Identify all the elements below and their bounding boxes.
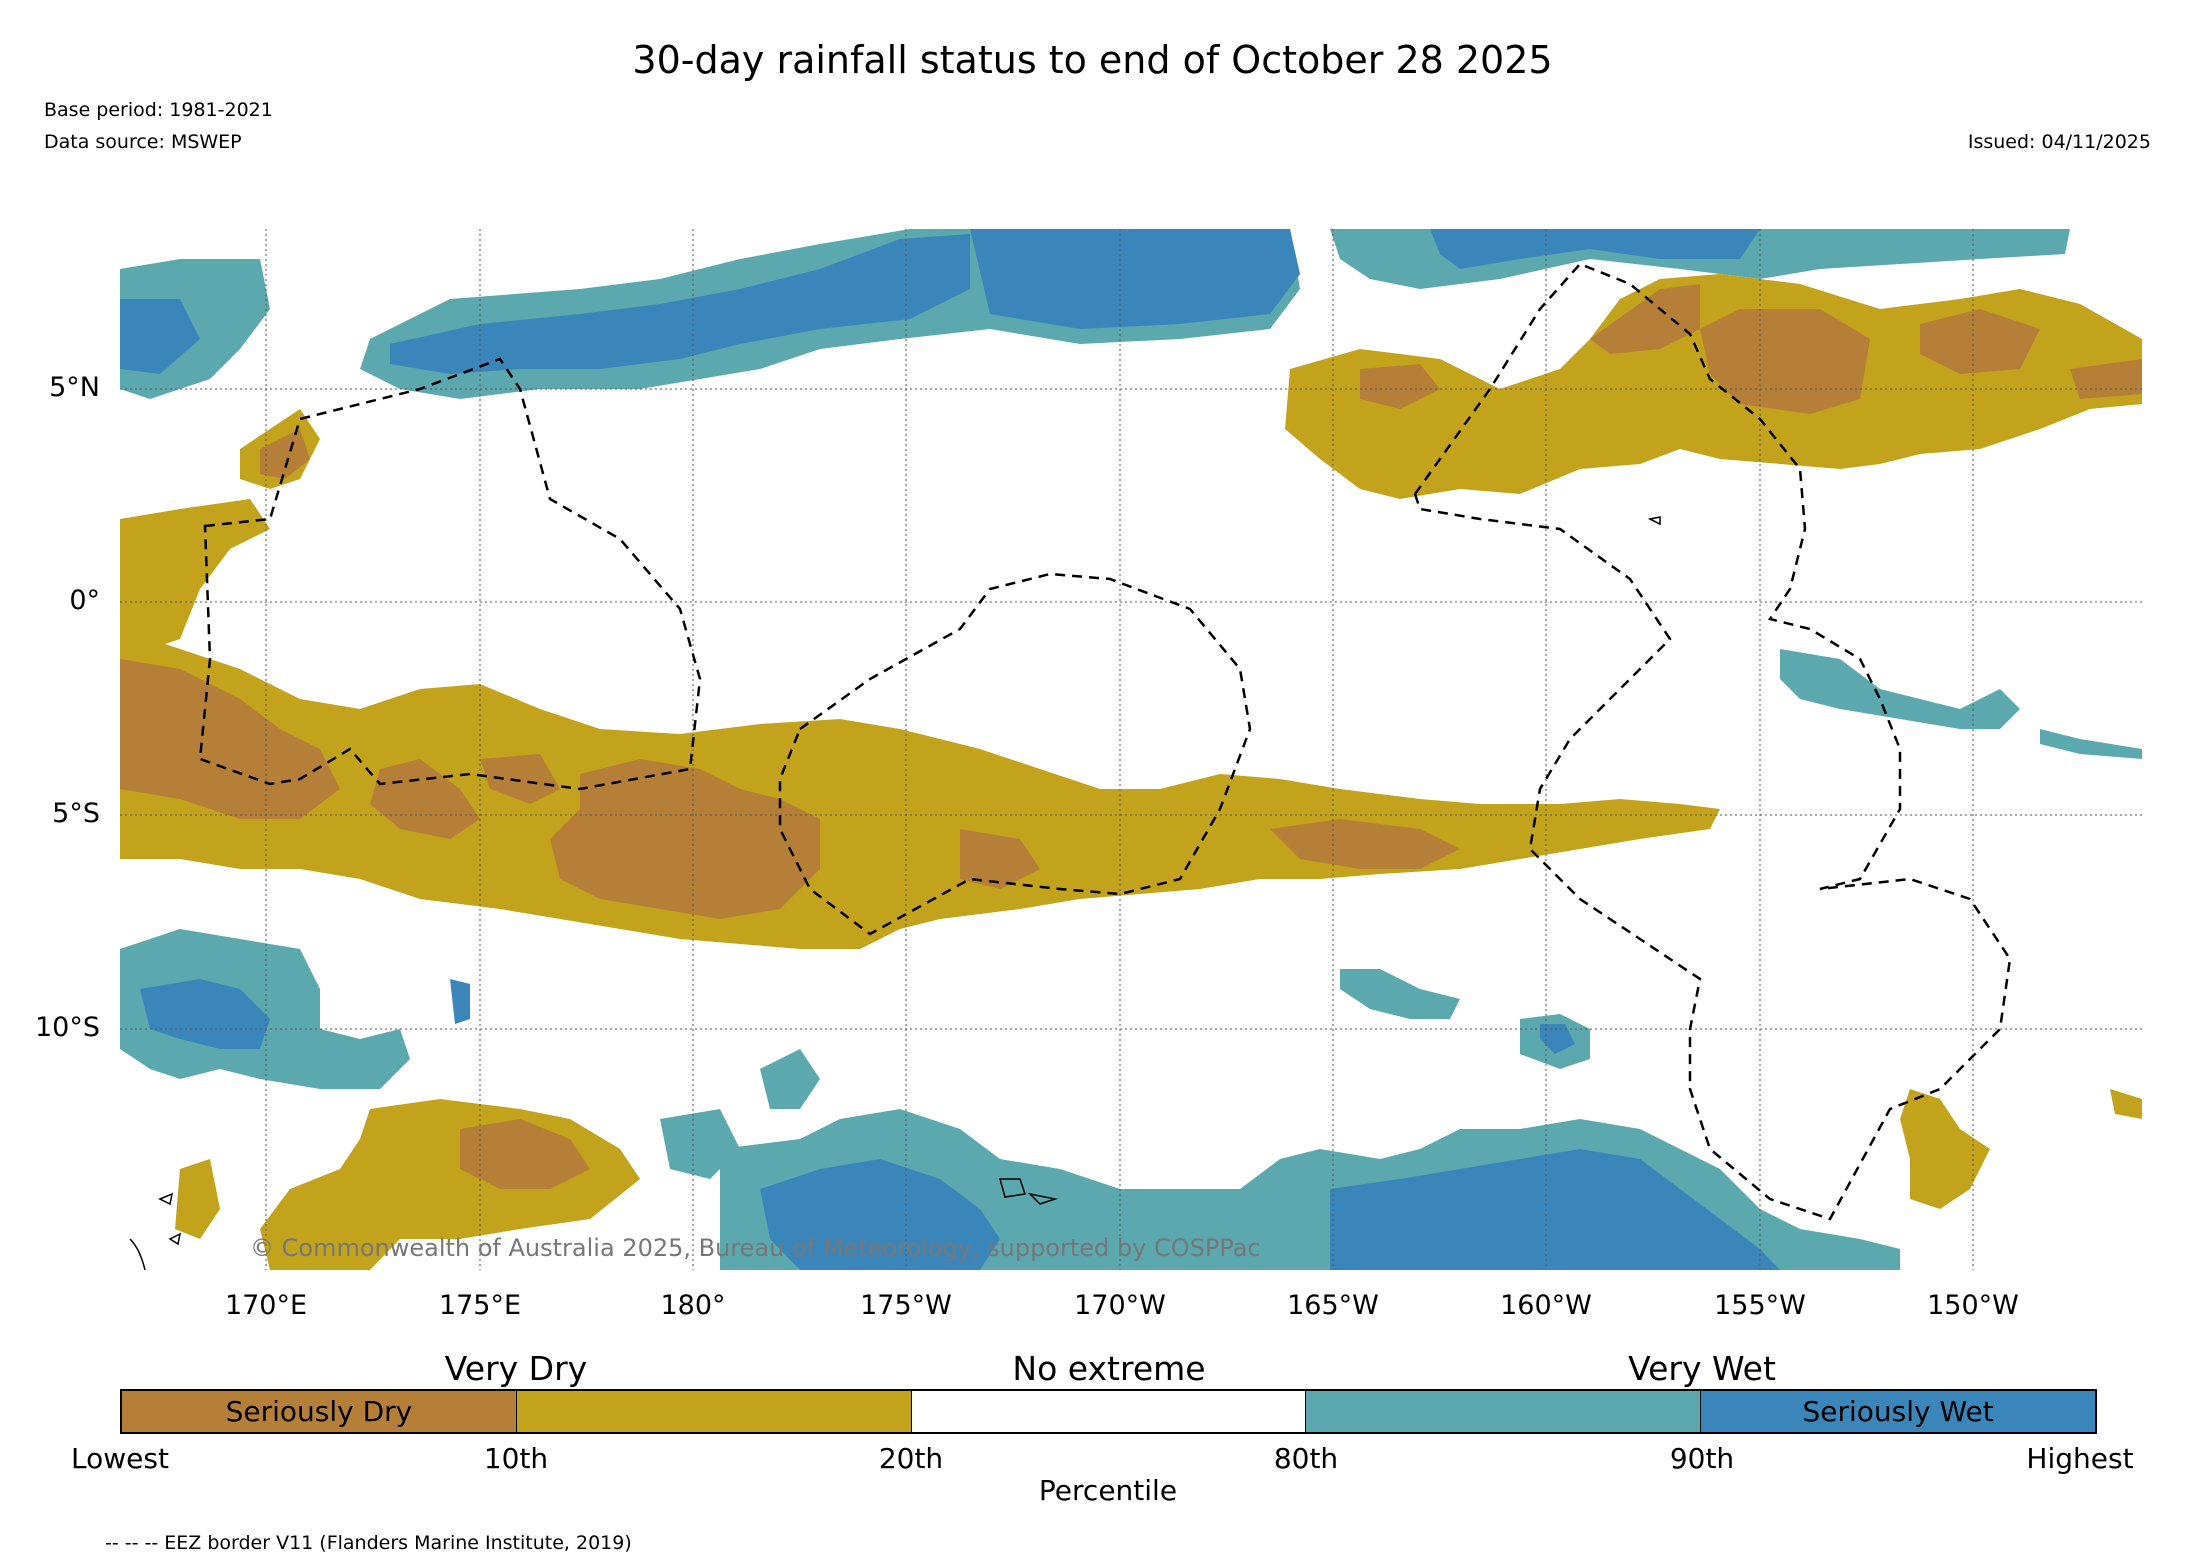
lon-label-165w: 165°W bbox=[1287, 1290, 1379, 1321]
rainfall-map bbox=[120, 229, 2142, 1270]
lon-label-170w: 170°W bbox=[1074, 1290, 1166, 1321]
tick-20th: 20th bbox=[878, 1442, 944, 1475]
lon-label-180: 180° bbox=[660, 1290, 726, 1321]
tick-highest: Highest bbox=[2026, 1442, 2134, 1475]
lat-label-5n: 5°N bbox=[49, 372, 100, 403]
percentile-colorbar: Seriously Dry Seriously Wet bbox=[120, 1389, 2097, 1434]
tick-90th: 90th bbox=[1669, 1442, 1735, 1475]
tick-10th: 10th bbox=[483, 1442, 549, 1475]
data-source-label: Data source: MSWEP bbox=[44, 131, 242, 153]
lat-label-10s: 10°S bbox=[35, 1012, 100, 1043]
graticule bbox=[120, 229, 2142, 1270]
colorbar-very-dry bbox=[516, 1391, 912, 1432]
wet-region-south bbox=[120, 649, 2142, 1270]
issued-date-label: Issued: 04/11/2025 bbox=[1967, 131, 2151, 153]
dry-band-south bbox=[120, 629, 1720, 949]
tick-lowest: Lowest bbox=[71, 1442, 169, 1475]
colorbar-no-extreme bbox=[911, 1391, 1307, 1432]
dry-region-north-east bbox=[1285, 274, 2142, 499]
legend-heading-very-dry: Very Dry bbox=[444, 1349, 588, 1388]
wet-region-north bbox=[120, 229, 2070, 399]
eez-borders bbox=[198, 262, 2012, 1221]
legend-heading-very-wet: Very Wet bbox=[1628, 1349, 1776, 1388]
tick-80th: 80th bbox=[1273, 1442, 1339, 1475]
lat-label-0: 0° bbox=[69, 585, 100, 616]
copyright-notice: © Commonwealth of Australia 2025, Bureau… bbox=[250, 1234, 1261, 1262]
eez-footnote: -- -- -- EEZ border V11 (Flanders Marine… bbox=[105, 1532, 632, 1554]
lon-label-155w: 155°W bbox=[1714, 1290, 1806, 1321]
lon-label-160w: 160°W bbox=[1500, 1290, 1592, 1321]
map-title: 30-day rainfall status to end of October… bbox=[632, 38, 1553, 82]
island-outlines bbox=[129, 516, 1661, 1270]
colorbar-seriously-dry: Seriously Dry bbox=[122, 1391, 517, 1432]
lon-label-175w: 175°W bbox=[860, 1290, 952, 1321]
base-period-label: Base period: 1981-2021 bbox=[44, 99, 273, 121]
colorbar-axis-label: Percentile bbox=[1038, 1474, 1178, 1507]
lon-label-175e: 175°E bbox=[438, 1290, 522, 1321]
lat-label-5s: 5°S bbox=[52, 798, 100, 829]
lon-label-150w: 150°W bbox=[1927, 1290, 2019, 1321]
colorbar-very-wet bbox=[1306, 1391, 1702, 1432]
colorbar-seriously-wet: Seriously Wet bbox=[1701, 1391, 2095, 1432]
dry-region-north-west bbox=[120, 409, 320, 659]
legend-heading-no-extreme: No extreme bbox=[1012, 1349, 1206, 1388]
dry-region-south bbox=[175, 1089, 2142, 1270]
lon-label-170e: 170°E bbox=[224, 1290, 308, 1321]
